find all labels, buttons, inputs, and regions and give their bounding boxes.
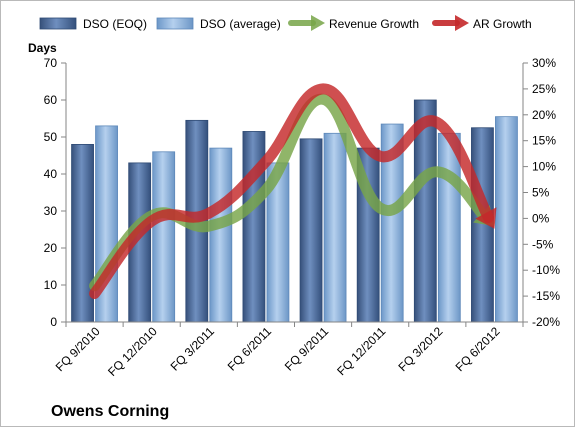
bar-dso-eoq: [299, 138, 323, 323]
x-tick-label: FQ 9/2010: [53, 324, 103, 374]
arrowhead-ar-growth: [475, 207, 497, 229]
bar-dso-average: [437, 132, 461, 323]
bar-dso-average: [152, 151, 176, 323]
y-right-tick-label: 15%: [532, 134, 556, 148]
y-right-tick-label: 25%: [532, 82, 556, 96]
x-axis-ticks: FQ 9/2010 FQ 12/2010 FQ 3/2011 FQ 6/2011 FQ …: [53, 322, 524, 379]
bar-dso-average: [209, 147, 233, 323]
y-axis-title: Days: [28, 41, 57, 55]
bar-dso-average: [495, 116, 518, 323]
x-tick-label: FQ 6/2012: [453, 324, 503, 374]
x-tick-label: FQ 3/2011: [168, 324, 218, 374]
line-ar-growth: [89, 83, 494, 300]
y-left-tick-label: 20: [44, 241, 58, 255]
chart-legend: DSO (EOQ) DSO (average) Revenue Growth A…: [39, 15, 532, 31]
y-right-tick-label: 30%: [532, 56, 556, 70]
x-tick-label: FQ 6/2011: [225, 324, 275, 374]
y-right-tick-label: 10%: [532, 160, 556, 174]
y-left-tick-label: 60: [44, 93, 58, 107]
bar-dso-average: [323, 132, 347, 323]
legend-swatch-dso-average: [156, 17, 194, 30]
x-tick-label: FQ 9/2011: [282, 324, 332, 374]
legend-arrow-revenue-growth: [288, 15, 325, 31]
y-left-tick-label: 40: [44, 167, 58, 181]
legend-label-dso-average: DSO (average): [200, 17, 281, 31]
y-left-tick-label: 0: [50, 315, 57, 329]
y-right-tick-label: 5%: [532, 186, 550, 200]
legend-label-revenue-growth: Revenue Growth: [329, 17, 419, 31]
y-right-tick-label: 20%: [532, 108, 556, 122]
y-left-tick-label: 30: [44, 204, 58, 218]
y-axis-right-ticks: -20% -15% -10% -5% 0% 5% 10% 15% 20% 25% 30%: [523, 56, 560, 329]
x-tick-label: FQ 3/2012: [395, 324, 445, 374]
y-left-tick-label: 50: [44, 130, 58, 144]
legend-swatch-dso-eoq: [39, 17, 77, 30]
y-right-tick-label: -20%: [532, 315, 560, 329]
y-right-tick-label: -15%: [532, 289, 560, 303]
y-left-tick-label: 70: [44, 56, 58, 70]
y-left-tick-label: 10: [44, 278, 58, 292]
x-tick-label: FQ 12/2011: [334, 324, 388, 378]
y-right-tick-label: 0%: [532, 211, 550, 225]
chart-title: Owens Corning: [51, 403, 169, 420]
x-tick-label: FQ 12/2010: [105, 324, 160, 379]
growth-lines-group: [89, 83, 497, 300]
y-right-tick-label: -10%: [532, 263, 560, 277]
y-right-tick-label: -5%: [532, 237, 554, 251]
legend-label-dso-eoq: DSO (EOQ): [83, 17, 147, 31]
y-axis-left-ticks: 0 10 20 30 40 50 60 70: [44, 56, 66, 329]
legend-arrow-ar-growth: [432, 15, 469, 31]
legend-label-ar-growth: AR Growth: [473, 17, 532, 31]
